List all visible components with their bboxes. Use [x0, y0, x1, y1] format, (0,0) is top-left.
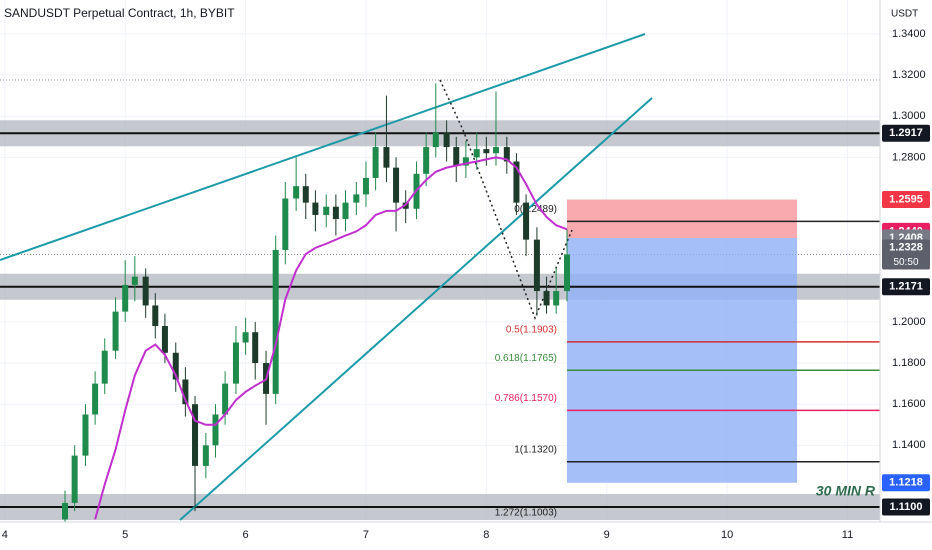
- candle-body: [393, 167, 400, 203]
- candle-body: [543, 291, 550, 306]
- time-axis-panel: [0, 522, 932, 550]
- fib-label: 0(1.2489): [514, 204, 557, 215]
- candle-body: [483, 149, 490, 154]
- candle-body: [453, 147, 460, 166]
- target-zone: [567, 237, 797, 483]
- candle-body: [282, 198, 289, 250]
- candle-body: [242, 332, 249, 343]
- candle-body: [503, 147, 510, 162]
- candle-body: [222, 383, 229, 415]
- candle-body: [533, 239, 540, 292]
- candle-body: [312, 202, 319, 215]
- candle-body: [71, 455, 78, 503]
- candle-body: [432, 132, 439, 148]
- candle-body: [323, 206, 330, 215]
- y-tick-label: 1.3400: [892, 28, 926, 40]
- fib-label: 0.5(1.1903): [506, 325, 557, 336]
- y-tick-label: 1.2800: [892, 151, 926, 163]
- candle-body: [172, 352, 179, 380]
- x-tick-label: 11: [842, 529, 853, 541]
- chart-title: SANDUSDT Perpetual Contract, 1h, BYBIT: [4, 6, 235, 20]
- main-layer: 0(1.2489) 0.5(1.1903) 0.618(1.1765) 0.786(1…: [0, 33, 880, 532]
- x-tick-label: 7: [363, 529, 369, 541]
- candle-body: [564, 254, 571, 292]
- price-tag-label: 1.2171: [889, 281, 923, 293]
- candle-body: [202, 445, 209, 466]
- candle-body: [101, 350, 108, 384]
- y-tick-label: 1.3000: [892, 110, 926, 122]
- y-tick-label: 1.1400: [892, 439, 926, 451]
- x-tick-label: 8: [483, 529, 489, 541]
- candle-body: [293, 186, 300, 199]
- countdown: 50:50: [893, 257, 918, 268]
- candle-body: [142, 276, 149, 306]
- y-tick-label: 1.2000: [892, 316, 926, 328]
- candle-body: [161, 326, 168, 353]
- candle-body: [513, 161, 520, 203]
- y-tick-label: 1.1800: [892, 357, 926, 369]
- candle-body: [332, 206, 339, 220]
- candle-body: [342, 202, 349, 220]
- candle-body: [232, 342, 239, 384]
- candle-body: [423, 147, 430, 174]
- candle-body: [383, 147, 390, 168]
- fib-label: 1(1.1320): [514, 444, 557, 455]
- fib-label: 0.786(1.1570): [495, 393, 557, 404]
- price-tag: [882, 191, 930, 209]
- annotation: 30 MIN R: [816, 483, 876, 499]
- candle-body: [362, 177, 369, 195]
- fib-label: 0.618(1.1765): [495, 353, 557, 364]
- trend-line: [179, 97, 653, 521]
- price-tag-label: 1.2917: [889, 127, 923, 139]
- fib-label: 1.272(1.1003): [495, 508, 557, 519]
- price-tag: [882, 124, 930, 142]
- y-tick-label: 1.3200: [892, 69, 926, 81]
- candle-body: [553, 291, 560, 306]
- x-tick-label: 6: [243, 529, 249, 541]
- candle-body: [112, 311, 119, 351]
- price-tag-label: 1.2328: [889, 241, 923, 253]
- trend-line: [0, 33, 646, 261]
- moving-average: [94, 156, 568, 520]
- x-tick-label: 9: [604, 529, 610, 541]
- candle-body: [82, 414, 89, 456]
- price-tag-label: 1.1218: [889, 477, 923, 489]
- candle-body: [272, 249, 279, 394]
- candle-body: [122, 284, 129, 312]
- price-axis-unit: USDT: [891, 9, 918, 20]
- stop-zone: [567, 199, 797, 238]
- candle-body: [182, 379, 189, 405]
- candle-body: [62, 502, 69, 520]
- candle-body: [443, 132, 450, 148]
- x-tick-label: 5: [122, 529, 128, 541]
- price-tag: [882, 498, 930, 516]
- price-tag-label: 1.2595: [889, 193, 923, 205]
- x-tick-label: 10: [721, 529, 733, 541]
- candle-body: [152, 305, 159, 327]
- candle-body: [492, 147, 499, 154]
- candle-body: [523, 202, 530, 240]
- candle-body: [462, 157, 469, 166]
- candle-body: [252, 332, 259, 364]
- candle-body: [212, 414, 219, 446]
- x-tick-label: 4: [2, 529, 8, 541]
- candle-body: [473, 149, 480, 158]
- candle-body: [302, 186, 309, 203]
- candle-body: [92, 383, 99, 415]
- candle-body: [372, 147, 379, 178]
- pattern-line: [439, 79, 573, 321]
- price-tag: [882, 278, 930, 296]
- price-tag: [882, 474, 930, 492]
- candle-body: [353, 194, 360, 203]
- candle-body: [131, 276, 138, 285]
- price-tag-label: 1.1100: [889, 501, 922, 513]
- y-tick-label: 1.1600: [892, 398, 926, 410]
- candle-body: [192, 404, 199, 466]
- price-tag: [882, 239, 930, 270]
